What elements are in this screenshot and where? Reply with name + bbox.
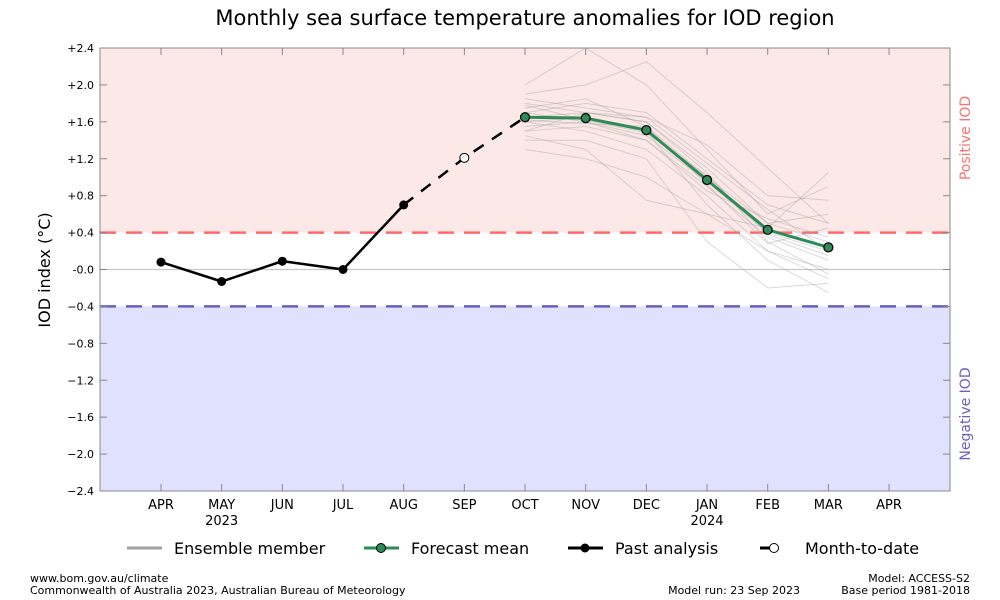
y-tick-label: +2.4 [67, 42, 94, 55]
y-tick-label: −1.2 [67, 374, 94, 387]
legend-past-label: Past analysis [615, 539, 718, 558]
x-tick-label: APR [876, 498, 902, 513]
x-tick-label: SEP [452, 498, 476, 513]
x-tick-label: JAN [695, 498, 718, 513]
ensemble-member-line [524, 149, 829, 280]
ensemble-member-line [524, 112, 829, 238]
negative-region [100, 306, 950, 491]
forecast-mean-point [762, 224, 773, 235]
legend-mtd-label: Month-to-date [805, 539, 919, 558]
ensemble-member-line [524, 135, 829, 229]
x-tick-label: AUG [389, 498, 417, 513]
chart-title: Monthly sea surface temperature anomalie… [215, 6, 834, 30]
y-tick-label: +1.2 [67, 153, 94, 166]
past-analysis-point [156, 257, 166, 267]
y-axis-label: IOD index (°C) [35, 212, 54, 327]
footer-model: Model: ACCESS-S2 [868, 572, 970, 585]
x-tick-label: MAR [814, 498, 843, 513]
ensemble-member-line [524, 102, 829, 224]
plot-area: +2.4 +2.0 +1.6 +1.2 +0.8 +0.4 -0.0 −0.4 −0.8 −1.2… [67, 42, 951, 529]
ensemble-member-line [524, 98, 829, 224]
past-analysis-point [399, 200, 409, 210]
positive-iod-label: Positive IOD [958, 96, 974, 180]
x-tick-label: JUN [270, 498, 294, 513]
ensemble-member-line [524, 121, 829, 252]
footer-url: www.bom.gov.au/climate [30, 572, 169, 585]
ensemble-member-line [524, 61, 829, 224]
y-tick-label: −0.8 [67, 337, 94, 350]
legend: Ensemble member Forecast mean Past analy… [127, 539, 919, 558]
y-tick-label: -0.0 [73, 264, 94, 277]
forecast-mean-point [580, 113, 591, 124]
y-tick-label: −2.0 [67, 448, 94, 461]
legend-forecast-marker [376, 543, 386, 553]
past-analysis-point [277, 256, 287, 266]
footer-base-period: Base period 1981-2018 [841, 584, 970, 597]
forecast-mean-point [701, 174, 713, 186]
y-tick-label: +2.0 [67, 79, 94, 92]
y-tick-label: +0.8 [67, 190, 94, 203]
x-tick-label: APR [148, 498, 174, 513]
y-tick-label: +0.4 [67, 227, 94, 240]
ensemble-member-line [524, 121, 829, 270]
legend-past-marker [580, 543, 590, 553]
past-analysis-point [338, 265, 348, 274]
ensemble-member-line [524, 112, 829, 275]
ensemble-member-line [524, 112, 829, 252]
footer-model-run: Model run: 23 Sep 2023 [668, 584, 800, 597]
y-tick-label: −0.4 [67, 300, 94, 313]
legend-forecast-label: Forecast mean [411, 539, 529, 558]
y-tick-label: −1.6 [67, 411, 94, 424]
x-tick-label: OCT [511, 498, 538, 513]
forecast-mean-point [641, 125, 652, 136]
ensemble-member-line [524, 125, 829, 261]
forecast-mean-point [519, 112, 531, 123]
ensemble-member-line [525, 139, 829, 289]
x-tick-label: FEB [755, 498, 780, 513]
x-year-label: 2024 [690, 514, 723, 529]
forecast-mean-point [823, 242, 834, 253]
x-tick-label: NOV [571, 498, 600, 513]
forecast-mean-line [524, 115, 829, 249]
ensemble-member-line [524, 98, 829, 201]
legend-mtd-marker [769, 543, 779, 553]
y-tick-label: +1.6 [67, 116, 94, 129]
positive-region [100, 48, 950, 233]
footer-copyright: Commonwealth of Australia 2023, Australi… [30, 584, 406, 597]
y-tick-label: −2.4 [67, 485, 94, 498]
negative-iod-label: Negative IOD [958, 367, 974, 460]
past-analysis-point [217, 276, 227, 286]
x-tick-label: DEC [633, 498, 660, 513]
x-tick-label: MAY [208, 498, 235, 513]
x-tick-label: JUL [332, 498, 354, 513]
ensemble-member-line [524, 47, 829, 215]
ensemble-member-line [524, 102, 829, 243]
month-to-date-point [459, 152, 470, 163]
x-year-label: 2023 [205, 514, 238, 529]
legend-ensemble-label: Ensemble member [174, 539, 326, 558]
